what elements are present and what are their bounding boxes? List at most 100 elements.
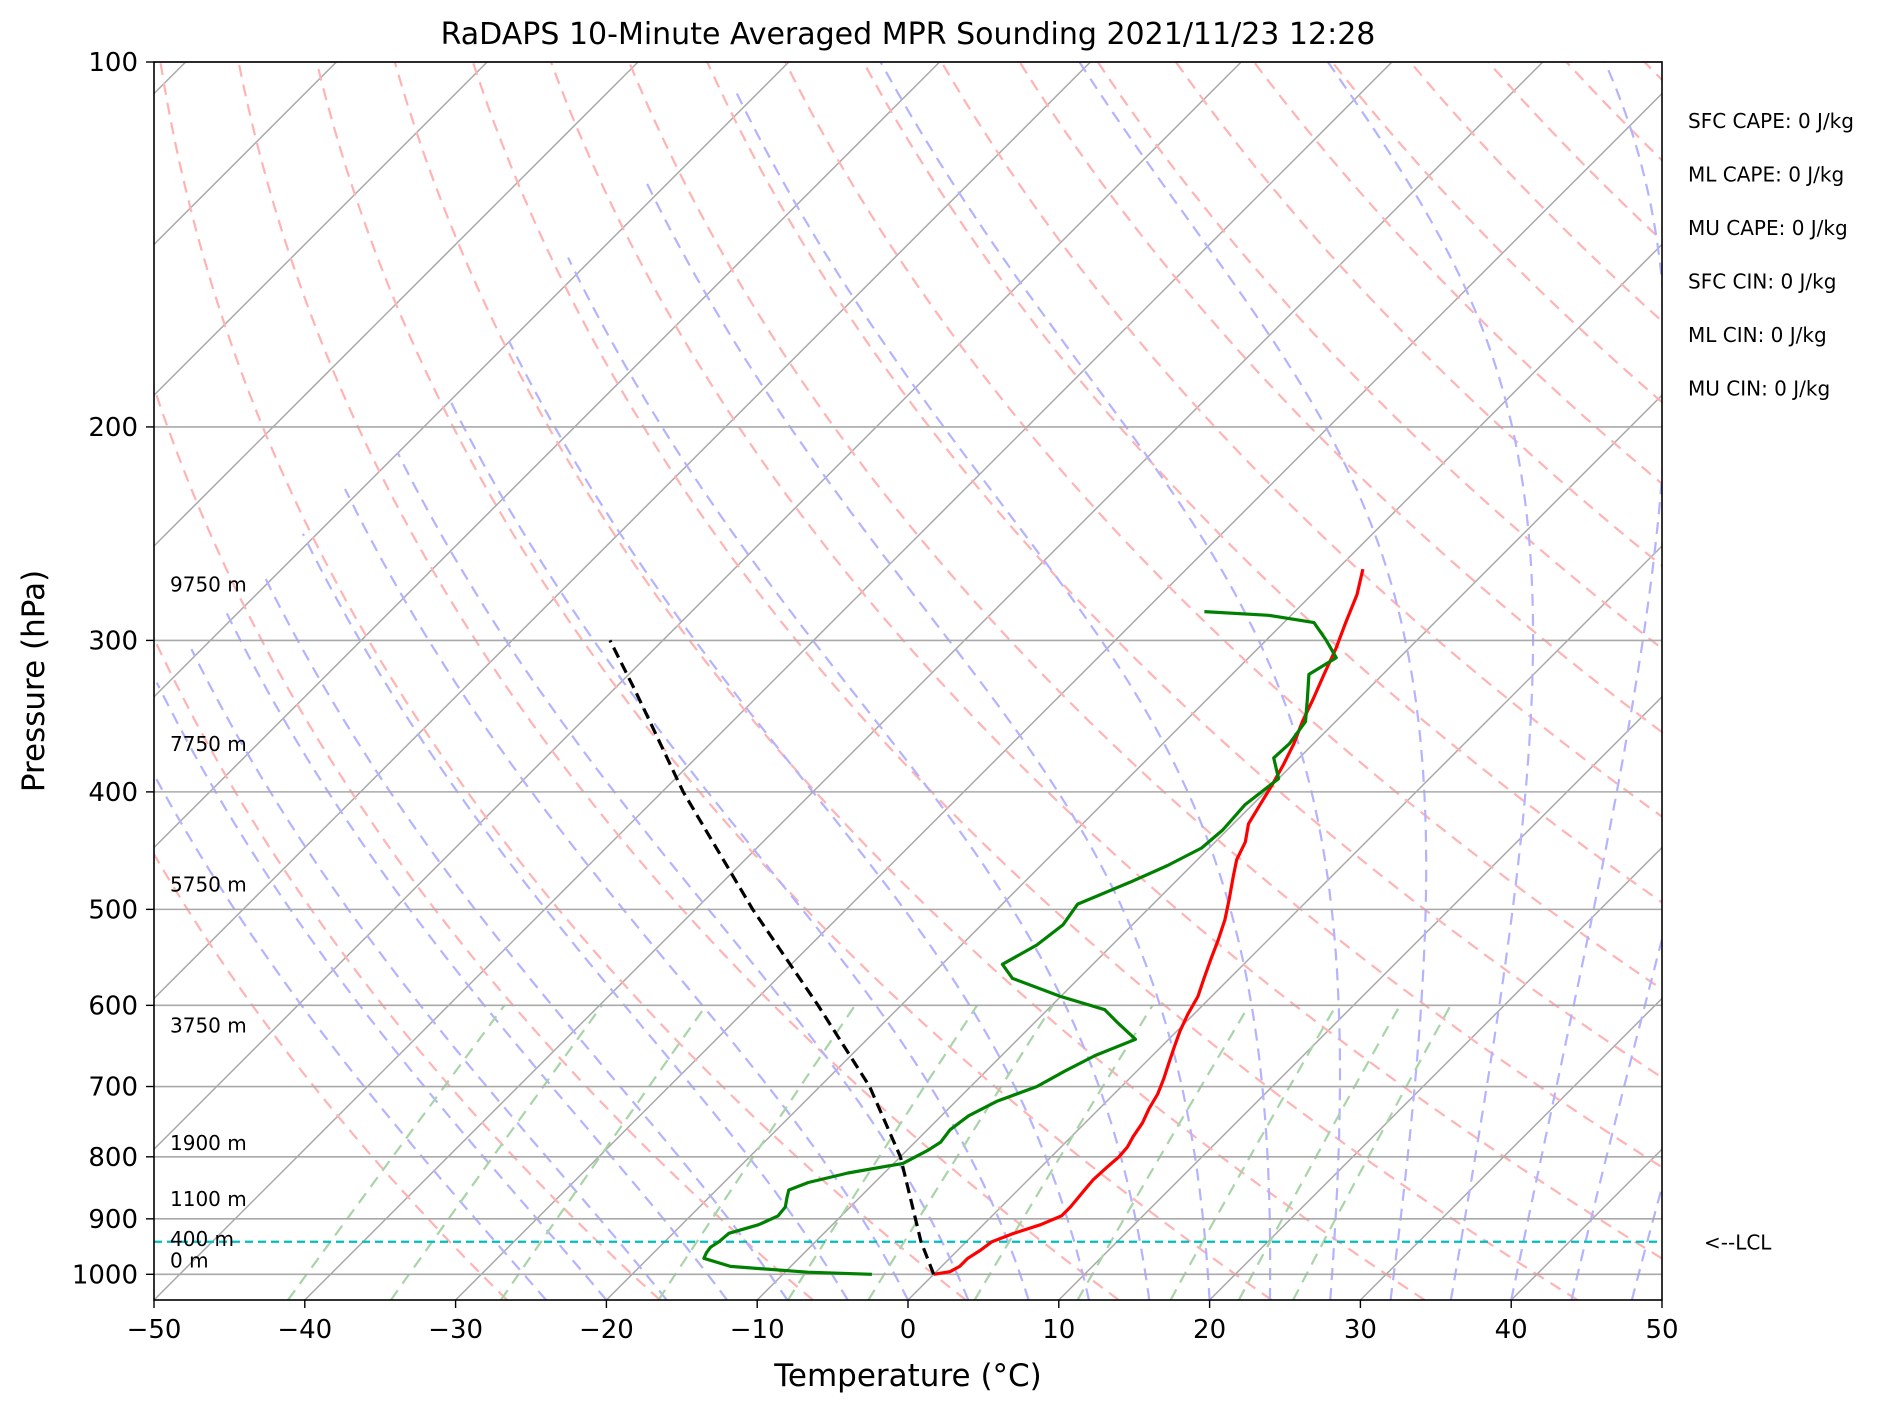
reference-lines — [154, 62, 1882, 1300]
dry-adiabat-line — [154, 384, 814, 1300]
height-label: 9750 m — [170, 572, 247, 596]
dry-adiabat-line — [1018, 62, 1662, 734]
x-tick-label: 10 — [1042, 1315, 1075, 1345]
moist-adiabat-line — [1510, 62, 1662, 1300]
index-annotation: ML CAPE: 0 J/kg — [1688, 163, 1844, 187]
chart-title: RaDAPS 10-Minute Averaged MPR Sounding 2… — [441, 17, 1376, 52]
moist-adiabat-line — [644, 179, 1211, 1300]
x-tick-label: −20 — [579, 1315, 634, 1345]
moist-adiabat-line — [1630, 1183, 1662, 1300]
height-label: 7750 m — [170, 732, 247, 756]
dry-adiabat-line — [862, 62, 1662, 904]
sounding-profiles — [608, 568, 1365, 1276]
moist-adiabat-line — [344, 488, 909, 1300]
height-label: 5750 m — [170, 873, 247, 897]
isotherm-line — [154, 62, 790, 698]
mixing-ratio-line — [1237, 1004, 1401, 1300]
dry-adiabat-line — [471, 62, 1579, 1300]
moist-adiabat-line — [508, 340, 1091, 1300]
mixing-ratio-line — [973, 1004, 1154, 1300]
dry-adiabat-line — [628, 62, 1662, 1169]
dry-adiabat-line — [1253, 62, 1662, 486]
dry-adiabat-line — [549, 62, 1662, 1260]
moist-adiabat-line — [1078, 62, 1428, 1300]
y-tick-label: 1000 — [72, 1260, 138, 1290]
x-tick-label: 0 — [900, 1315, 917, 1345]
mixing-ratio-line — [390, 1004, 603, 1300]
mixing-ratio-line — [867, 1004, 1054, 1300]
height-label: 1900 m — [170, 1131, 247, 1155]
dry-adiabat-line — [393, 62, 1426, 1300]
isotherm-line — [154, 62, 1091, 1000]
mixing-ratio-line — [1076, 1004, 1250, 1300]
dry-adiabat-line — [315, 62, 1273, 1300]
isotherm-line — [1661, 1298, 1662, 1300]
dry-adiabat-line — [1487, 62, 1662, 243]
moist-adiabat-line — [733, 87, 1272, 1300]
dry-adiabat-line — [1565, 62, 1662, 162]
height-label: 3750 m — [170, 1013, 247, 1037]
dry-adiabat-line — [1331, 62, 1662, 404]
parcel-line — [608, 639, 936, 1275]
dry-adiabat-line — [1175, 62, 1662, 568]
dry-adiabat-line — [154, 635, 661, 1300]
isotherm-line — [455, 92, 1662, 1300]
y-tick-label: 900 — [88, 1205, 138, 1235]
height-label: 1100 m — [170, 1187, 247, 1211]
moist-adiabat-line — [155, 682, 608, 1300]
x-tick-label: 30 — [1344, 1315, 1377, 1345]
moist-adiabat-line — [154, 772, 547, 1300]
temperature-line — [933, 568, 1365, 1276]
isotherm-line — [1058, 695, 1662, 1300]
isotherm-line — [154, 62, 1393, 1300]
y-tick-label: 400 — [88, 778, 138, 808]
isotherm-line — [154, 62, 488, 397]
x-tick-label: −10 — [730, 1315, 785, 1345]
x-tick-label: −30 — [428, 1315, 483, 1345]
dewpoint-line — [702, 610, 1338, 1276]
isotherm-line — [605, 243, 1662, 1300]
dry-adiabat-line — [1723, 62, 1882, 1300]
index-annotation: MU CIN: 0 J/kg — [1688, 377, 1830, 401]
moist-adiabat-line — [190, 648, 668, 1300]
height-label: 400 m — [170, 1227, 234, 1251]
moist-adiabat-line — [396, 452, 970, 1300]
dry-adiabat-line — [159, 62, 967, 1300]
mixing-ratio-line — [1169, 1004, 1338, 1300]
height-label: 0 m — [170, 1248, 209, 1272]
plot-frame — [153, 61, 1663, 1301]
index-annotations: <--LCL SFC CAPE: 0 J/kg ML CAPE: 0 J/kg MU … — [1688, 109, 1854, 1255]
y-tick-label: 100 — [88, 48, 138, 78]
y-tick-label: 800 — [88, 1143, 138, 1173]
x-tick-label: −40 — [277, 1315, 332, 1345]
dry-adiabat-line — [1409, 62, 1662, 323]
x-tick-label: 50 — [1645, 1315, 1678, 1345]
moist-adiabat-line — [448, 399, 1030, 1300]
x-axis-label: Temperature (°C) — [773, 1358, 1042, 1394]
dry-adiabat-line — [1096, 62, 1662, 650]
mixing-ratio-line — [287, 1004, 506, 1300]
isotherm-line — [154, 62, 639, 548]
lcl-label: <--LCL — [1704, 1231, 1772, 1255]
moist-adiabat-line — [1326, 62, 1535, 1300]
moist-adiabat-line — [225, 612, 728, 1300]
moist-adiabat-line — [301, 533, 849, 1300]
mixing-ratio-line — [1292, 1004, 1452, 1300]
y-axis-label: Pressure (hPa) — [16, 570, 52, 792]
isotherm-line — [907, 544, 1662, 1300]
index-annotation: MU CAPE: 0 J/kg — [1688, 216, 1848, 240]
moist-adiabat-line — [1570, 934, 1662, 1300]
isotherm-line — [1209, 846, 1662, 1300]
moist-adiabat-line — [879, 62, 1342, 1300]
isotherm-line — [154, 62, 941, 849]
isotherm-line — [304, 62, 1544, 1300]
x-tick-label: −50 — [127, 1315, 182, 1345]
isotherm-line — [1510, 1148, 1662, 1300]
x-tick-label: 20 — [1193, 1315, 1226, 1345]
dry-adiabat-line — [940, 62, 1662, 819]
dry-adiabat-line — [154, 852, 508, 1300]
dry-adiabat-line — [706, 62, 1662, 1079]
